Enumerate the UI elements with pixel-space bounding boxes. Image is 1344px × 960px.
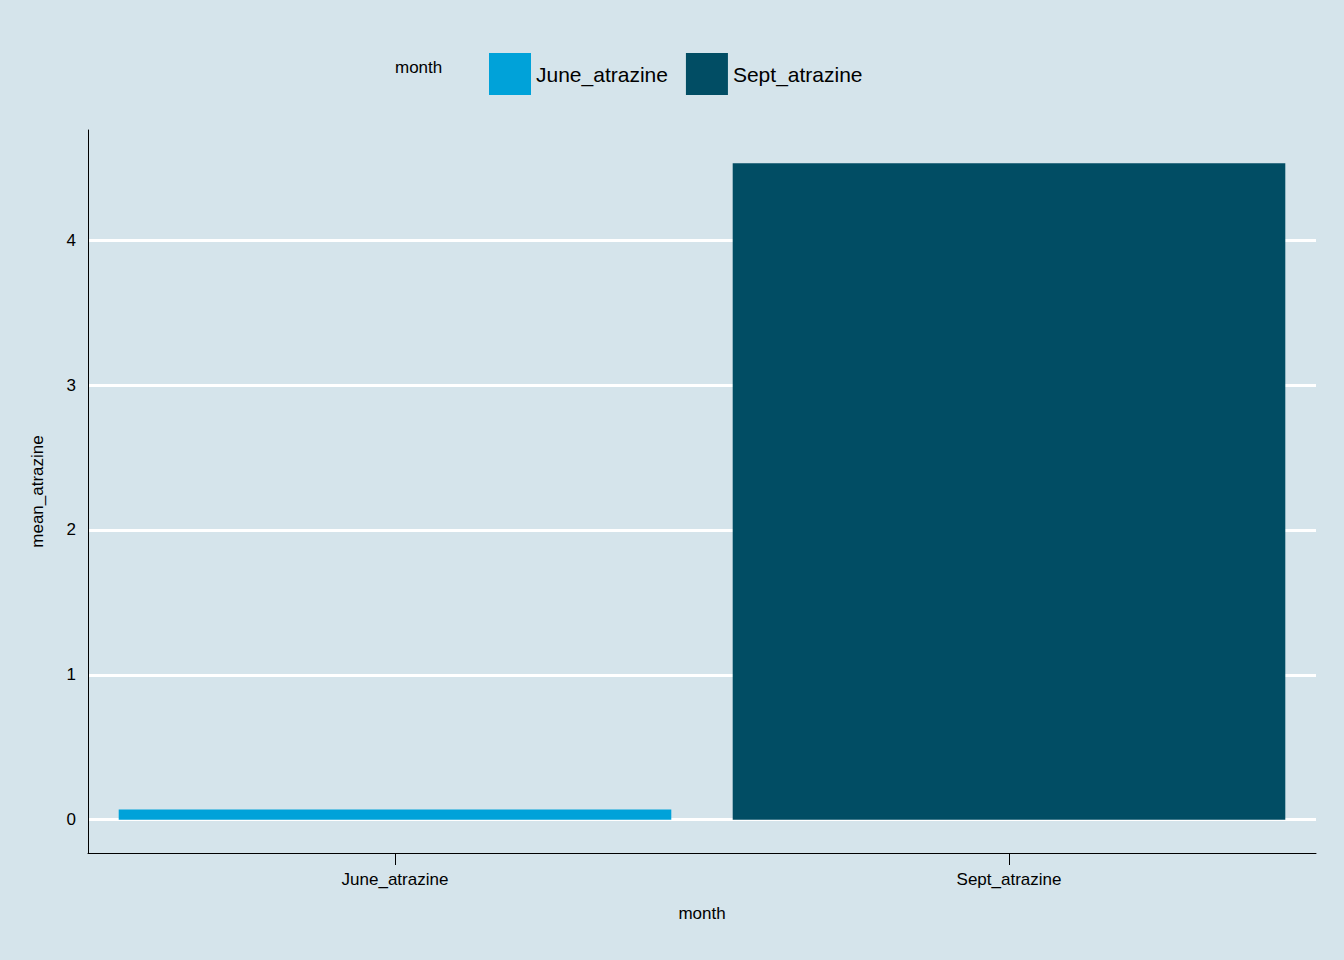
svg-text:June_atrazine: June_atrazine — [342, 870, 449, 889]
svg-text:mean_atrazine: mean_atrazine — [28, 435, 47, 547]
svg-text:Sept_atrazine: Sept_atrazine — [733, 63, 863, 87]
svg-text:Sept_atrazine: Sept_atrazine — [957, 870, 1062, 889]
svg-text:1: 1 — [67, 665, 76, 684]
svg-text:0: 0 — [67, 810, 76, 829]
svg-text:month: month — [395, 58, 442, 77]
svg-text:June_atrazine: June_atrazine — [536, 63, 668, 87]
svg-text:2: 2 — [67, 520, 76, 539]
svg-text:3: 3 — [67, 376, 76, 395]
svg-text:4: 4 — [67, 231, 76, 250]
svg-text:month: month — [678, 904, 725, 923]
